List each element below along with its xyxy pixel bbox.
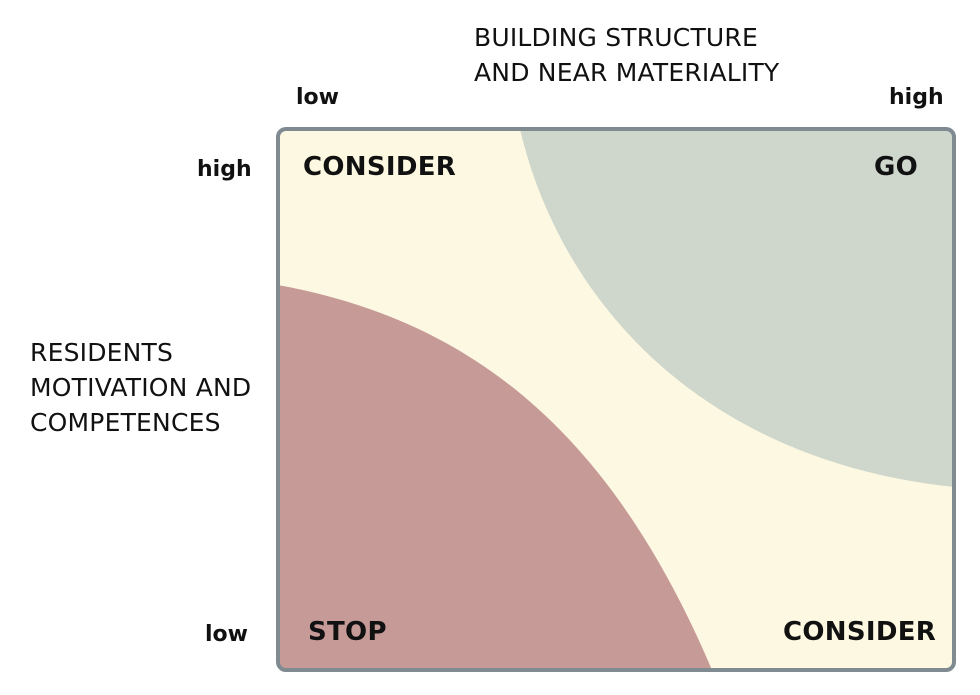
zone-label-top-left: CONSIDER (303, 152, 457, 182)
x-axis-high-label: high (889, 85, 944, 110)
y-axis-title-line-2: MOTIVATION AND (30, 373, 252, 402)
y-axis-low-label: low (205, 622, 248, 647)
y-axis-high-label: high (197, 157, 252, 182)
matrix-frame (276, 127, 956, 672)
x-axis-title-line-1: BUILDING STRUCTURE (474, 23, 758, 52)
x-axis-low-label: low (296, 85, 339, 110)
y-axis-title: RESIDENTS MOTIVATION AND COMPETENCES (30, 335, 251, 440)
zone-label-top-right: GO (874, 152, 919, 182)
y-axis-title-line-1: RESIDENTS (30, 338, 174, 367)
zone-label-bottom-left: STOP (308, 617, 387, 647)
stop-zone (278, 285, 712, 670)
go-zone (520, 129, 954, 487)
x-axis-title: BUILDING STRUCTURE AND NEAR MATERIALITY (474, 20, 779, 90)
x-axis-title-line-2: AND NEAR MATERIALITY (474, 58, 780, 87)
zone-label-bottom-right: CONSIDER (783, 617, 937, 647)
y-axis-title-line-3: COMPETENCES (30, 408, 221, 437)
